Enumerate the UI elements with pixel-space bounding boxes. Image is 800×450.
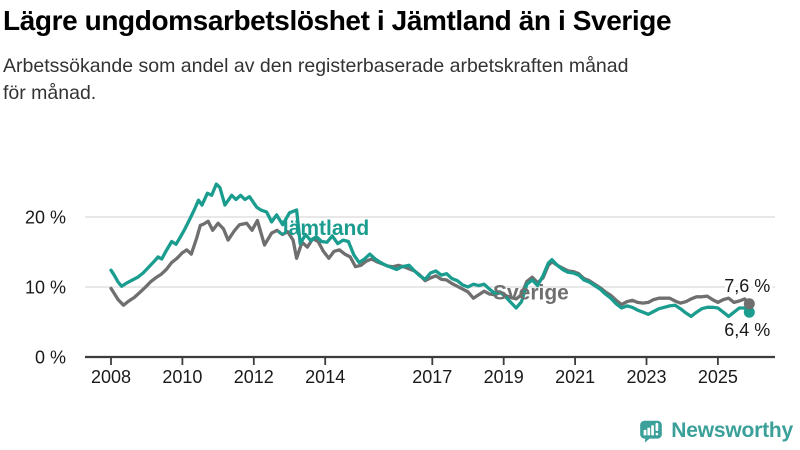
x-tick-label: 2019: [484, 367, 524, 387]
x-tick-label: 2023: [626, 367, 666, 387]
y-tick-label: 0 %: [35, 348, 66, 368]
y-tick-label: 20 %: [25, 208, 66, 228]
jamtland-end-dot: [743, 306, 755, 318]
sverige-end-value-label: 7,6 %: [724, 276, 770, 296]
x-tick-label: 2012: [234, 367, 274, 387]
jamtland-line: [109, 182, 751, 319]
x-tick-label: 2025: [698, 367, 738, 387]
jamtland-end-value-label: 6,4 %: [724, 320, 770, 340]
chart-header: Lägre ungdomsarbetslöshet i Jämtland än …: [3, 5, 797, 107]
sverige-line: [109, 218, 751, 307]
y-tick-label: 10 %: [25, 278, 66, 298]
x-tick-label: 2010: [162, 367, 202, 387]
x-tick-label: 2017: [412, 367, 452, 387]
page-subtitle: Arbetssökande som andel av den registerb…: [3, 55, 629, 105]
x-tick-label: 2021: [555, 367, 595, 387]
x-tick-label: 2014: [305, 367, 345, 387]
brand-footer: Newsworthy: [638, 418, 793, 444]
x-tick-label: 2008: [91, 367, 131, 387]
sverige-end-dot: [743, 298, 755, 310]
brand-name: Newsworthy: [671, 419, 793, 442]
sverige-series-label: Sverige: [493, 281, 569, 304]
jamtland-series-label: Jämtland: [277, 217, 369, 240]
page-title: Lägre ungdomsarbetslöshet i Jämtland än …: [3, 5, 672, 36]
newsworthy-logo-icon: [640, 420, 663, 443]
